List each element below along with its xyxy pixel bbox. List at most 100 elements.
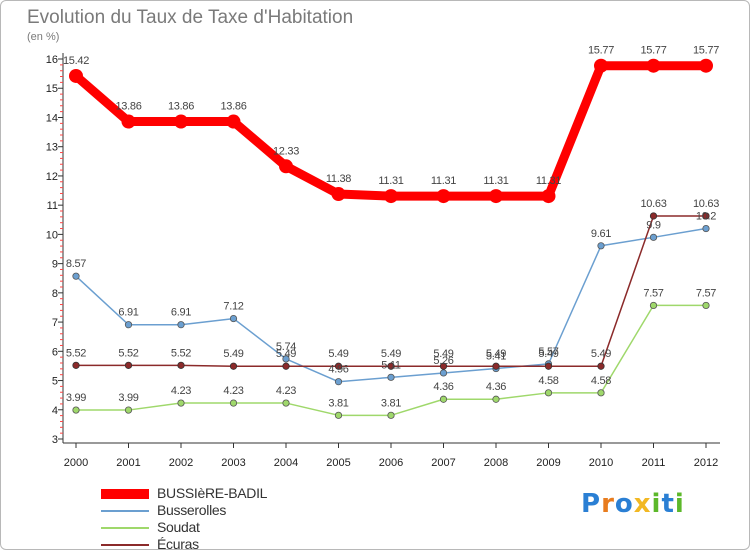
data-label: 11.31: [378, 175, 403, 187]
data-point: [597, 362, 605, 370]
data-point: [121, 114, 136, 129]
data-label: 11.31: [431, 175, 456, 187]
legend-label: Busserolles: [157, 502, 227, 518]
data-label: 5.49: [433, 348, 453, 360]
x-tick-label: 2004: [274, 457, 298, 469]
data-label: 4.96: [328, 364, 348, 376]
data-point: [702, 301, 710, 310]
x-tick-label: 2001: [116, 457, 140, 469]
data-point: [387, 411, 395, 419]
data-label: 3.81: [381, 397, 401, 409]
data-label: 15.77: [693, 45, 719, 57]
data-point: [594, 58, 608, 73]
data-label: 5.49: [276, 348, 296, 360]
data-label: 13.86: [115, 101, 141, 113]
data-label: 5.57: [538, 346, 558, 358]
y-tick-label: 9: [52, 259, 58, 271]
y-tick-label: 4: [52, 405, 58, 417]
y-tick-label: 7: [52, 317, 58, 329]
data-point: [699, 58, 713, 73]
x-tick-label: 2000: [64, 457, 88, 469]
data-label: 3.99: [118, 392, 138, 404]
x-tick-label: 2003: [221, 457, 245, 469]
y-tick-label: 8: [52, 288, 58, 300]
data-point: [541, 189, 556, 204]
data-point: [69, 68, 83, 83]
data-label: 15.42: [63, 55, 89, 67]
x-tick-label: 2008: [484, 457, 508, 469]
data-point: [702, 224, 710, 233]
chart-subtitle: (en %): [27, 31, 60, 43]
data-label: 3.81: [328, 397, 348, 409]
data-label: 5.49: [591, 348, 611, 360]
x-tick-label: 2005: [326, 457, 350, 469]
data-label: 5.52: [66, 347, 86, 359]
data-point: [124, 361, 133, 369]
series-line-3: [75, 215, 707, 367]
x-tick-label: 2007: [431, 457, 455, 469]
data-label: 13.86: [220, 101, 246, 113]
data-point: [72, 272, 80, 280]
data-point: [334, 378, 343, 386]
legend-swatch: [101, 526, 149, 529]
data-point: [124, 321, 133, 329]
data-point: [334, 411, 343, 419]
data-point: [702, 212, 710, 220]
proxiti-logo: Proxiti: [581, 489, 685, 519]
data-point: [177, 399, 185, 407]
data-point: [649, 233, 658, 241]
legend-label: Écuras: [157, 536, 199, 550]
data-point: [439, 362, 448, 370]
y-tick-label: 16: [46, 54, 58, 66]
data-point: [649, 301, 658, 310]
y-tick-label: 10: [46, 229, 58, 241]
y-tick-label: 14: [46, 112, 58, 124]
data-point: [436, 189, 451, 204]
x-tick-label: 2002: [169, 457, 193, 469]
data-label: 15.77: [588, 45, 614, 57]
data-point: [226, 114, 241, 129]
data-label: 11.31: [536, 175, 561, 187]
data-label: 9.61: [591, 228, 611, 240]
data-point: [597, 389, 605, 397]
data-label: 5.49: [486, 348, 506, 360]
data-point: [649, 212, 658, 220]
data-point: [282, 355, 290, 363]
data-label: 5.52: [171, 347, 191, 359]
data-label: 5.74: [276, 341, 296, 353]
data-point: [229, 399, 238, 407]
data-point: [597, 242, 605, 250]
data-point: [282, 399, 290, 407]
legend-label: Soudat: [157, 519, 200, 535]
data-point: [229, 362, 238, 370]
data-label: 5.49: [538, 348, 558, 360]
data-label: 10.63: [640, 198, 666, 210]
data-label: 9.9: [646, 219, 661, 231]
data-label: 12.33: [273, 145, 299, 157]
data-point: [229, 314, 238, 323]
data-label: 5.41: [486, 351, 506, 363]
y-tick-label: 13: [46, 142, 58, 154]
data-label: 11.31: [483, 175, 508, 187]
y-tick-label: 15: [46, 83, 58, 95]
data-label: 7.12: [223, 301, 243, 313]
data-point: [331, 187, 346, 202]
data-label: 5.26: [433, 355, 453, 367]
data-label: 7.57: [696, 287, 716, 299]
data-label: 4.23: [276, 385, 296, 397]
y-tick-label: 6: [52, 346, 58, 358]
data-label: 3.99: [66, 392, 86, 404]
data-label: 4.23: [223, 385, 243, 397]
data-label: 4.58: [591, 375, 611, 387]
data-label: 5.49: [223, 348, 243, 360]
y-tick-label: 5: [52, 376, 58, 388]
x-tick-label: 2010: [589, 457, 613, 469]
data-point: [646, 58, 661, 73]
legend-swatch: [101, 543, 149, 546]
legend-swatch: [101, 509, 149, 512]
x-tick-label: 2011: [642, 457, 666, 469]
data-point: [387, 373, 395, 381]
data-label: 10.63: [693, 198, 719, 210]
data-label: 4.36: [433, 381, 453, 393]
